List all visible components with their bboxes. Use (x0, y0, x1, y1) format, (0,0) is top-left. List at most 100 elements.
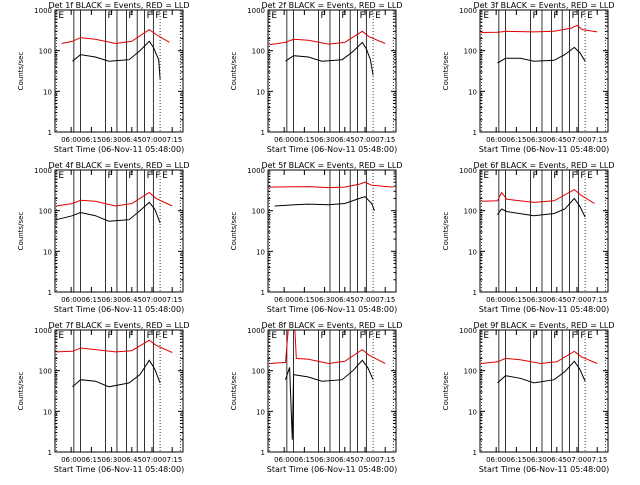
x-axis-label: Start Time (06-Nov-11 05:48:00) (479, 145, 609, 154)
x-tick-label: 07:00 (355, 136, 375, 144)
marker-label: E (58, 331, 64, 341)
y-axis-label: Counts/sec (17, 52, 25, 91)
x-tick-label: 07:00 (355, 456, 375, 464)
marker-label: F (128, 11, 133, 21)
series-events-line (285, 41, 374, 76)
x-tick-label: 06:00 (486, 296, 506, 304)
marker-label: F (572, 331, 577, 341)
x-tick-label: 07:15 (375, 456, 395, 464)
x-tick-label: 07:00 (567, 296, 587, 304)
y-tick-label: 1000 (459, 167, 477, 175)
x-axis-label: Start Time (06-Nov-11 05:48:00) (267, 305, 397, 314)
plot-title: Det 2f BLACK = Events, RED = LLD (261, 1, 402, 10)
plot-frame (267, 169, 397, 293)
y-axis-label: Counts/sec (17, 372, 25, 411)
marker-label: F (341, 331, 346, 341)
x-tick-label: 06:15 (81, 136, 101, 144)
y-axis-label: Counts/sec (442, 212, 450, 251)
y-tick-label: 1 (473, 449, 477, 457)
x-tick-label: 06:15 (506, 136, 526, 144)
y-tick-label: 100 (39, 208, 52, 216)
y-tick-label: 1 (261, 449, 265, 457)
marker-label: F (553, 171, 558, 181)
x-tick-label: 06:15 (294, 296, 314, 304)
x-tick-label: 06:00 (486, 456, 506, 464)
marker-label: E (483, 11, 489, 21)
y-tick-label: 100 (464, 48, 477, 56)
marker-label: E (483, 331, 489, 341)
x-tick-label: 06:15 (81, 296, 101, 304)
x-tick-label: 06:30 (101, 456, 121, 464)
x-axis-label: Start Time (06-Nov-11 05:48:00) (267, 145, 397, 154)
marker-label: E (162, 11, 168, 21)
marker-label: E (587, 11, 593, 21)
y-tick-label: 1 (261, 289, 265, 297)
x-tick-label: 06:45 (547, 136, 567, 144)
marker-label: F (147, 331, 152, 341)
marker-label: F (368, 331, 373, 341)
x-tick-label: 06:45 (547, 456, 567, 464)
marker-label: E (162, 331, 168, 341)
x-tick-label: 06:45 (547, 296, 567, 304)
marker-label: F (368, 11, 373, 21)
series-lld-line (56, 339, 173, 353)
marker-label: F (572, 171, 577, 181)
marker-label: F (155, 331, 160, 341)
y-tick-label: 1 (261, 129, 265, 137)
plot-title: Det 9f BLACK = Events, RED = LLD (473, 321, 614, 330)
y-tick-label: 10 (43, 248, 52, 256)
y-tick-label: 100 (39, 48, 52, 56)
y-tick-label: 1000 (34, 327, 52, 335)
plot-title: Det 7f BLACK = Events, RED = LLD (48, 321, 189, 330)
y-tick-label: 1 (473, 289, 477, 297)
series-lld-line (56, 191, 173, 207)
x-tick-label: 07:00 (142, 296, 162, 304)
y-tick-label: 10 (468, 88, 477, 96)
y-tick-label: 10 (256, 408, 265, 416)
marker-label: F (360, 331, 365, 341)
y-tick-label: 100 (39, 368, 52, 376)
marker-label: F (155, 171, 160, 181)
x-axis-label: Start Time (06-Nov-11 05:48:00) (54, 145, 184, 154)
marker-label: F (128, 331, 133, 341)
x-axis-label: Start Time (06-Nov-11 05:48:00) (267, 465, 397, 474)
series-events-line (285, 359, 374, 440)
detector-plot-9: Det 9f BLACK = Events, RED = LLD Start Ti… (442, 321, 615, 474)
y-axis-label: Counts/sec (442, 372, 450, 411)
y-tick-label: 10 (43, 408, 52, 416)
x-tick-label: 06:00 (61, 296, 81, 304)
x-axis-label: Start Time (06-Nov-11 05:48:00) (479, 465, 609, 474)
detector-plot-1: Det 1f BLACK = Events, RED = LLD Start Ti… (17, 1, 190, 154)
x-tick-label: 07:00 (142, 136, 162, 144)
detector-plot-7: Det 7f BLACK = Events, RED = LLD Start Ti… (17, 321, 190, 474)
y-tick-label: 100 (252, 208, 265, 216)
x-tick-label: 07:00 (355, 296, 375, 304)
x-tick-label: 06:15 (506, 456, 526, 464)
plot-frame (267, 329, 397, 453)
x-tick-label: 07:15 (162, 456, 182, 464)
series-events-line (497, 360, 586, 384)
y-tick-label: 10 (256, 248, 265, 256)
y-tick-label: 10 (468, 408, 477, 416)
plot-frame (479, 169, 609, 293)
x-tick-label: 06:30 (314, 456, 334, 464)
y-tick-label: 1 (48, 129, 52, 137)
plot-frame (54, 169, 184, 293)
plot-title: Det 3f BLACK = Events, RED = LLD (473, 1, 614, 10)
series-lld-line (269, 329, 386, 365)
y-tick-label: 100 (464, 208, 477, 216)
marker-label: F (108, 331, 113, 341)
x-tick-label: 07:15 (162, 136, 182, 144)
series-lld-line (481, 350, 598, 365)
y-axis-label: Counts/sec (230, 52, 238, 91)
y-tick-label: 1000 (34, 167, 52, 175)
x-tick-label: 07:00 (567, 456, 587, 464)
x-tick-label: 06:30 (101, 136, 121, 144)
detector-plot-4: Det 4f BLACK = Events, RED = LLD Start Ti… (17, 161, 190, 314)
marker-label: F (572, 11, 577, 21)
y-axis-label: Counts/sec (17, 212, 25, 251)
x-tick-label: 06:45 (335, 136, 355, 144)
series-events-line (497, 197, 586, 218)
series-lld-line (269, 30, 386, 46)
